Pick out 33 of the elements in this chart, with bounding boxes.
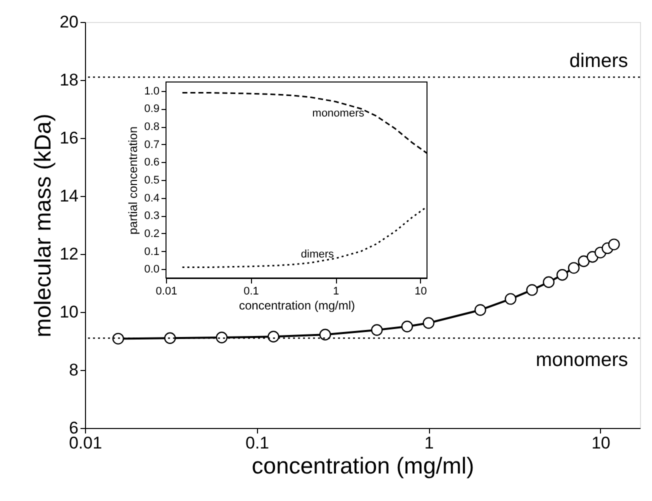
- x-tick-label: 10: [591, 434, 610, 452]
- x-tick-label: 0.1: [244, 286, 259, 298]
- y-tick-label: 14: [60, 186, 78, 206]
- y-tick-label: 16: [60, 128, 78, 148]
- y-tick-label: 20: [60, 12, 78, 32]
- y-tick-label: 0.7: [144, 138, 160, 151]
- y-tick-label: 8: [69, 360, 78, 380]
- x-tick-label: 0.1: [245, 434, 270, 452]
- y-tick-label: 12: [60, 244, 78, 264]
- ref-line-label: monomers: [536, 349, 628, 372]
- x-tick-label: 1: [424, 434, 434, 452]
- y-tick-label: 10: [60, 302, 78, 322]
- annotation: dimers: [300, 248, 334, 260]
- y-tick-label: 0.9: [144, 103, 160, 116]
- x-axis-title: concentration (mg/ml): [252, 452, 474, 478]
- y-tick-label: 0.6: [144, 156, 160, 169]
- x-axis-title: concentration (mg/ml): [238, 298, 356, 312]
- x-tick-label: 10: [414, 286, 427, 298]
- y-tick-label: 0.4: [144, 192, 160, 204]
- x-tick-label: 1: [332, 286, 340, 298]
- ref-line-label: dimers: [569, 50, 628, 72]
- y-tick-label: 1.0: [144, 85, 160, 98]
- y-axis-title: molecular mass (kDa): [30, 114, 56, 338]
- y-tick-label: 0.3: [144, 210, 160, 222]
- y-tick-label: 18: [60, 70, 78, 90]
- annotation: monomers: [312, 107, 365, 120]
- y-tick-label: 0.0: [144, 264, 160, 276]
- y-tick-label: 0.8: [144, 121, 160, 134]
- y-axis-title: partial concentration: [126, 126, 140, 235]
- y-tick-label: 0.2: [144, 228, 160, 240]
- x-tick-label: 0.01: [156, 286, 178, 298]
- y-tick-label: 0.1: [144, 246, 160, 258]
- y-tick-label: 0.5: [144, 174, 160, 186]
